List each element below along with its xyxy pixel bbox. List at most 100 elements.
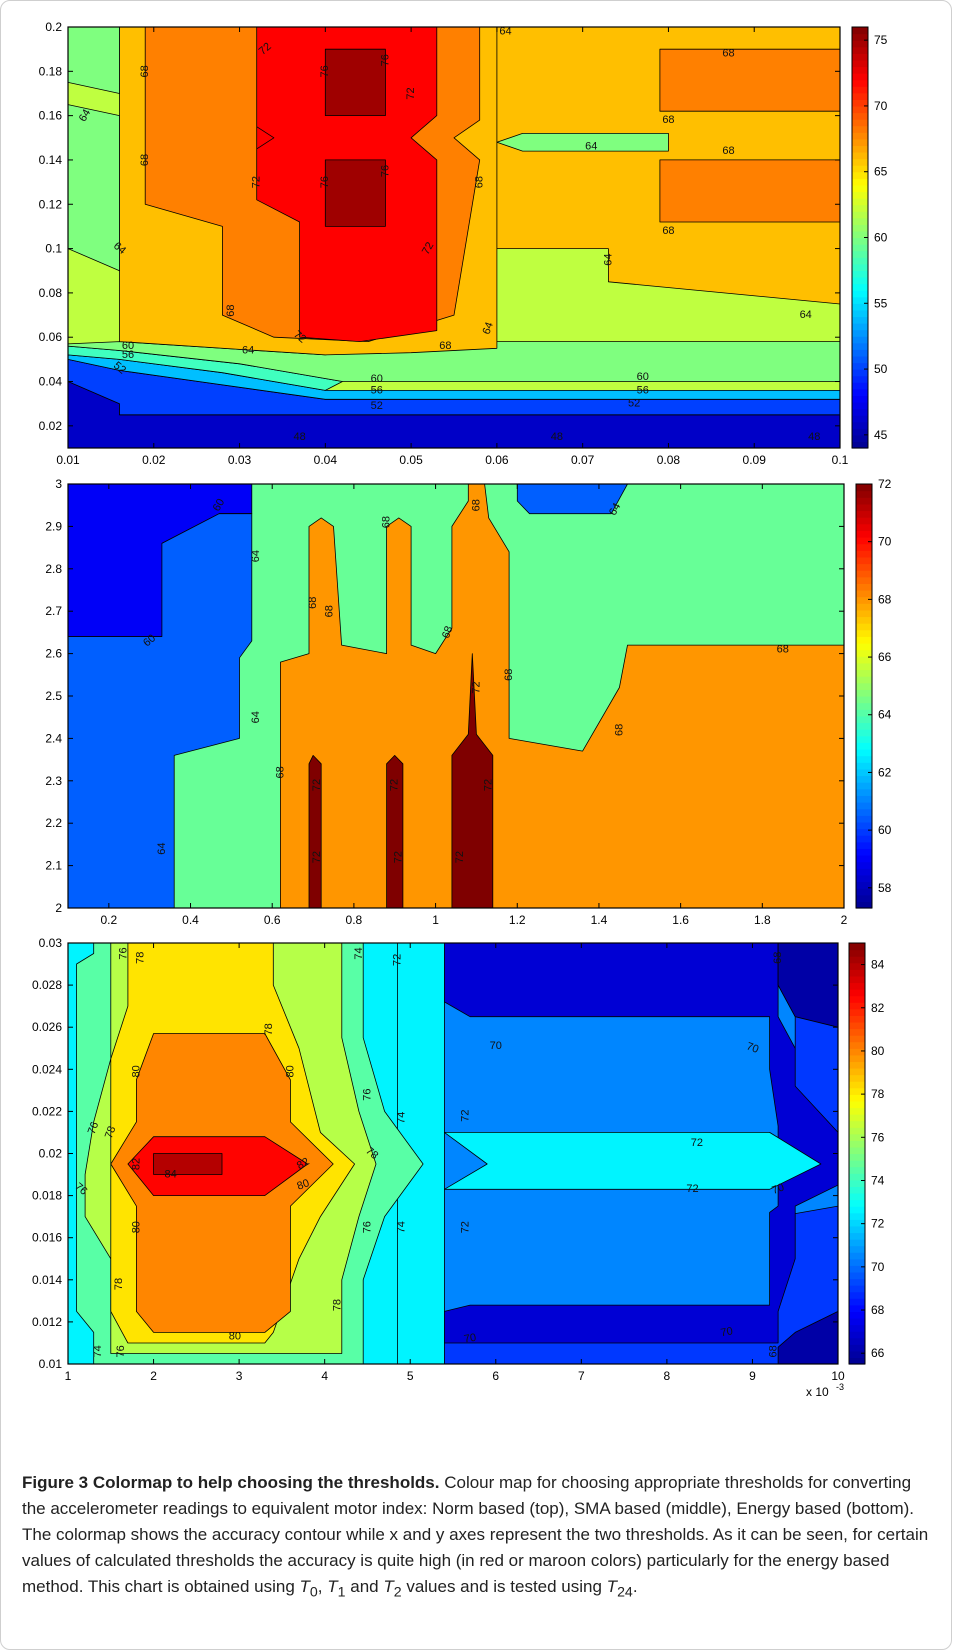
- colorbar-swatch: [856, 868, 872, 876]
- y-tick-label: 0.1: [45, 242, 62, 256]
- contour-label: 68: [662, 225, 674, 237]
- colorbar-swatch: [856, 742, 872, 750]
- contour-label: 78: [331, 1299, 343, 1311]
- colorbar-swatch: [852, 244, 868, 252]
- contour-label: 72: [691, 1137, 703, 1149]
- y-tick-label: 2.5: [45, 689, 62, 703]
- colorbar-swatch: [856, 490, 872, 498]
- colorbar-swatch: [856, 702, 872, 710]
- colorbar-swatch: [852, 217, 868, 225]
- contour-region: [777, 943, 838, 1028]
- contour-label: 76: [319, 65, 331, 77]
- colorbar-swatch: [852, 408, 868, 416]
- y-tick-label: 0.018: [32, 1189, 62, 1203]
- colorbar-swatch: [856, 649, 872, 657]
- colorbar-swatch: [849, 1074, 865, 1082]
- contour-label: 72: [686, 1183, 698, 1195]
- colorbar-swatch: [852, 388, 868, 396]
- contour-label: 68: [274, 766, 286, 778]
- colorbar-swatch: [849, 962, 865, 970]
- y-tick-label: 0.14: [39, 153, 63, 167]
- y-tick-label: 0.028: [32, 978, 62, 992]
- y-tick-label: 0.12: [39, 197, 63, 211]
- colorbar-swatch: [849, 982, 865, 990]
- colorbar-swatch: [856, 735, 872, 743]
- colorbar-swatch: [852, 151, 868, 160]
- colorbar-swatch: [852, 138, 868, 147]
- y-tick-label: 0.16: [39, 109, 63, 123]
- contour-label: 68: [772, 952, 784, 964]
- colorbar-swatch: [856, 881, 872, 889]
- colorbar-swatch: [852, 112, 868, 120]
- contour-region: [324, 48, 386, 116]
- colorbar-swatch: [849, 1232, 865, 1240]
- colorbar-swatch: [849, 1186, 865, 1194]
- colorbar-swatch: [849, 1107, 865, 1115]
- colorbar-tick-label: 45: [874, 428, 888, 442]
- colorbar-tick-label: 68: [871, 1303, 885, 1317]
- colorbar-swatch: [856, 821, 872, 830]
- caption-t1-sub: 1: [337, 1584, 346, 1601]
- contour-label: 80: [130, 1221, 142, 1233]
- colorbar-tick-label: 70: [874, 99, 888, 113]
- colorbar-swatch: [852, 158, 868, 166]
- y-tick-label: 2.7: [45, 604, 62, 618]
- colorbar-swatch: [852, 323, 868, 331]
- caption-mid: values and is tested using: [401, 1577, 607, 1596]
- y-tick-label: 0.02: [39, 419, 63, 433]
- colorbar-swatch: [856, 709, 872, 717]
- colorbar-swatch: [852, 434, 868, 443]
- colorbar-swatch: [856, 689, 872, 697]
- colorbar-swatch: [852, 290, 868, 298]
- contour-label: 56: [122, 349, 134, 361]
- contour-label: 74: [396, 1221, 408, 1233]
- contour-label: 80: [130, 1065, 142, 1077]
- contour-region: [68, 104, 120, 272]
- contour-label: 68: [662, 114, 674, 126]
- colorbar-swatch: [856, 768, 872, 777]
- contour-label: 74: [92, 1345, 104, 1357]
- contour-label: 76: [379, 54, 391, 66]
- colorbar-swatch: [852, 329, 868, 337]
- colorbar-swatch: [849, 1278, 865, 1286]
- y-tick-label: 0.024: [32, 1062, 62, 1076]
- x-tick-label: 3: [236, 1369, 243, 1383]
- contour-label: 64: [602, 254, 614, 266]
- colorbar-swatch: [849, 1067, 865, 1076]
- colorbar-swatch: [856, 795, 872, 803]
- colorbar-swatch: [856, 775, 872, 783]
- colorbar-swatch: [849, 989, 865, 997]
- x-tick-label: 6: [492, 1369, 499, 1383]
- colorbar-swatch: [856, 815, 872, 823]
- colorbar-swatch: [856, 643, 872, 651]
- colorbar-swatch: [852, 59, 868, 68]
- colorbar-swatch: [852, 382, 868, 390]
- colorbar-swatch: [856, 517, 872, 525]
- x-tick-label: 8: [664, 1369, 671, 1383]
- colorbar-swatch: [852, 428, 868, 436]
- colorbar-swatch: [849, 1324, 865, 1332]
- y-tick-label: 0.03: [39, 936, 63, 950]
- contour-label: 68: [503, 669, 515, 681]
- contour-region: [308, 755, 322, 908]
- colorbar-swatch: [856, 749, 872, 757]
- contour-label: 72: [391, 954, 403, 966]
- contour-label: 60: [637, 371, 649, 383]
- contour-label: 68: [323, 605, 335, 617]
- contour-label: 72: [393, 851, 405, 863]
- colorbar-swatch: [849, 1160, 865, 1168]
- colorbar-swatch: [852, 349, 868, 357]
- x-tick-label: 0.08: [657, 453, 681, 467]
- colorbar-swatch: [852, 369, 868, 377]
- caption-label: Figure 3: [22, 1473, 89, 1492]
- contour-label: 80: [229, 1331, 241, 1343]
- colorbar-tick-label: 78: [871, 1087, 885, 1101]
- colorbar-swatch: [856, 570, 872, 578]
- caption-sep1: ,: [317, 1577, 328, 1596]
- colorbar-swatch: [852, 145, 868, 153]
- colorbar-swatch: [849, 956, 865, 964]
- colorbar-swatch: [852, 119, 868, 127]
- x-tick-label: 0.8: [346, 913, 363, 927]
- contour-label: 72: [483, 779, 495, 791]
